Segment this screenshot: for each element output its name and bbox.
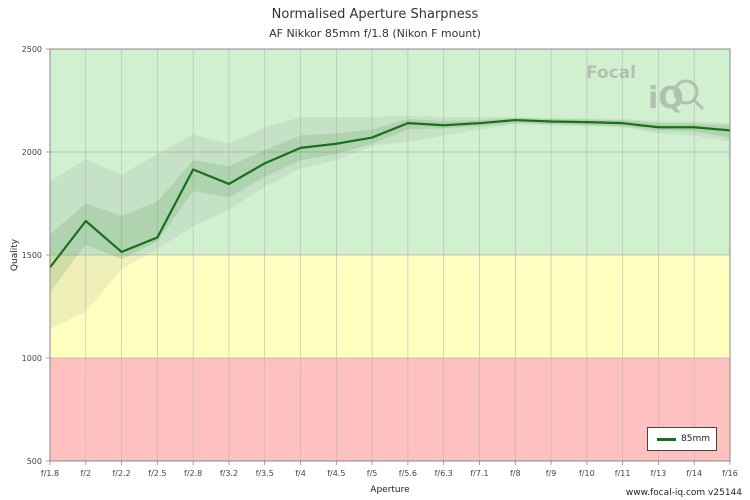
x-tick-label: f/5 <box>367 469 378 478</box>
x-tick-label: f/10 <box>579 469 595 478</box>
x-tick-label: f/14 <box>686 469 702 478</box>
x-tick-label: f/3.2 <box>220 469 238 478</box>
x-tick-label: f/6.3 <box>435 469 453 478</box>
footer-credit: www.focal-iq.com v25144 <box>625 488 742 498</box>
x-tick-label: f/4.5 <box>327 469 345 478</box>
chart-subtitle: AF Nikkor 85mm f/1.8 (Nikon F mount) <box>269 27 481 40</box>
outer-variance-band <box>50 115 730 330</box>
chart-title: Normalised Aperture Sharpness <box>271 7 479 22</box>
quality-band-1 <box>50 255 730 358</box>
quality-band-0 <box>50 358 730 461</box>
x-tick-label: f/4 <box>295 469 306 478</box>
y-tick-label: 2000 <box>22 148 42 157</box>
magnifier-icon <box>673 79 699 105</box>
x-tick-label: f/9 <box>546 469 557 478</box>
x-tick-label: f/8 <box>510 469 521 478</box>
y-axis-ticks: 500 1000 1500 2000 2500 <box>22 45 50 466</box>
magnifier-handle-icon <box>692 98 705 111</box>
x-tick-label: f/3.5 <box>256 469 274 478</box>
y-tick-label: 1500 <box>22 251 42 260</box>
x-tick-label: f/2.2 <box>112 469 130 478</box>
x-axis-label: Aperture <box>370 485 410 495</box>
x-tick-label: f/1.8 <box>41 469 59 478</box>
y-tick-label: 500 <box>27 457 42 466</box>
legend-label: 85mm <box>681 434 710 444</box>
plot-border <box>49 48 731 462</box>
x-tick-label: f/7.1 <box>470 469 488 478</box>
x-tick-label: f/2 <box>80 469 91 478</box>
variance-bands <box>50 115 730 330</box>
x-axis-ticks: f/1.8 f/2 f/2.2 f/2.5 f/2.8 f/3.2 f/3.5 f/4 f/4.… <box>41 461 738 478</box>
y-axis-label: Quality <box>10 238 20 271</box>
x-tick-label: f/5.6 <box>399 469 417 478</box>
legend: 85mm <box>647 427 717 451</box>
legend-swatch <box>657 438 676 441</box>
x-tick-label: f/11 <box>615 469 631 478</box>
x-tick-label: f/2.5 <box>148 469 166 478</box>
x-tick-label: f/16 <box>722 469 738 478</box>
y-tick-label: 1000 <box>22 354 42 363</box>
logo-text-top: Focal <box>586 63 636 83</box>
x-tick-label: f/2.8 <box>184 469 202 478</box>
x-tick-label: f/13 <box>651 469 667 478</box>
y-tick-label: 2500 <box>22 45 42 54</box>
series-line-85mm <box>49 118 731 269</box>
focal-iq-logo: Focal iQ <box>586 63 705 116</box>
